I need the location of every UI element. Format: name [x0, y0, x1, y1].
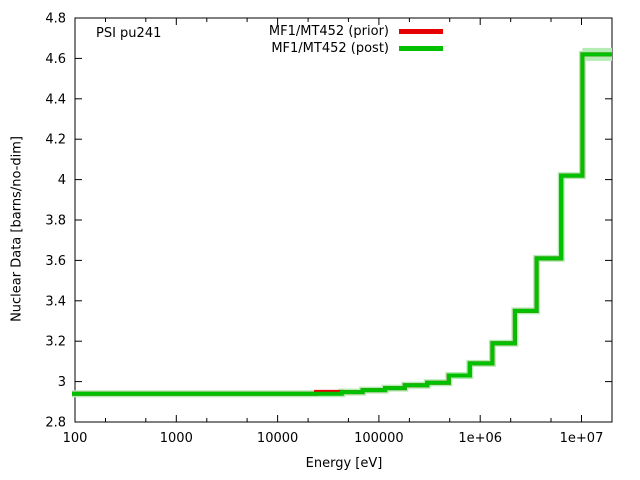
- y-tick-label: 4: [58, 173, 66, 188]
- legend-line-sample-post: [399, 46, 443, 51]
- curve-post: [72, 52, 612, 396]
- y-tick-label: 4.4: [45, 92, 66, 107]
- x-tick-label: 100: [63, 431, 88, 446]
- x-tick-label: 1000: [160, 431, 193, 446]
- plot-label: PSI pu241: [96, 26, 162, 41]
- y-tick-label: 3.8: [45, 214, 66, 229]
- y-axis-title: Nuclear Data [barns/no-dim]: [9, 136, 25, 322]
- post-uncertainty-band: [72, 50, 612, 398]
- legend-line-sample-prior: [399, 29, 443, 34]
- legend: MF1/MT452 (prior) MF1/MT452 (post): [269, 23, 443, 57]
- y-tick-label: 3: [58, 375, 66, 390]
- legend-row-prior: MF1/MT452 (prior): [269, 23, 443, 40]
- legend-row-post: MF1/MT452 (post): [269, 40, 443, 57]
- x-tick-label: 10000: [257, 431, 298, 446]
- y-tick-label: 3.2: [45, 335, 66, 350]
- y-tick-label: 4.2: [45, 133, 66, 148]
- curve-prior: [72, 52, 612, 396]
- x-tick-label: 1e+07: [560, 431, 604, 446]
- plot-border: [74, 17, 613, 423]
- x-tick-label: 1e+06: [458, 431, 502, 446]
- legend-label-prior: MF1/MT452 (prior): [268, 24, 389, 39]
- y-tick-label: 3.4: [45, 294, 66, 309]
- y-tick-label: 4.6: [45, 52, 66, 67]
- y-tick-label: 3.6: [45, 254, 66, 269]
- y-tick-label: 4.8: [45, 12, 66, 27]
- x-tick-label: 100000: [354, 431, 404, 446]
- y-tick-label: 2.8: [45, 416, 66, 431]
- x-axis-title: Energy [eV]: [305, 456, 383, 471]
- legend-label-post: MF1/MT452 (post): [271, 41, 389, 56]
